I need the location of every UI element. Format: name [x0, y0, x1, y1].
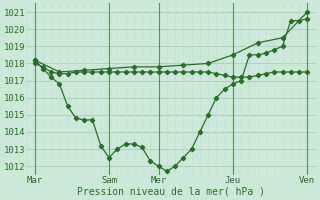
X-axis label: Pression niveau de la mer( hPa ): Pression niveau de la mer( hPa ): [77, 187, 265, 197]
